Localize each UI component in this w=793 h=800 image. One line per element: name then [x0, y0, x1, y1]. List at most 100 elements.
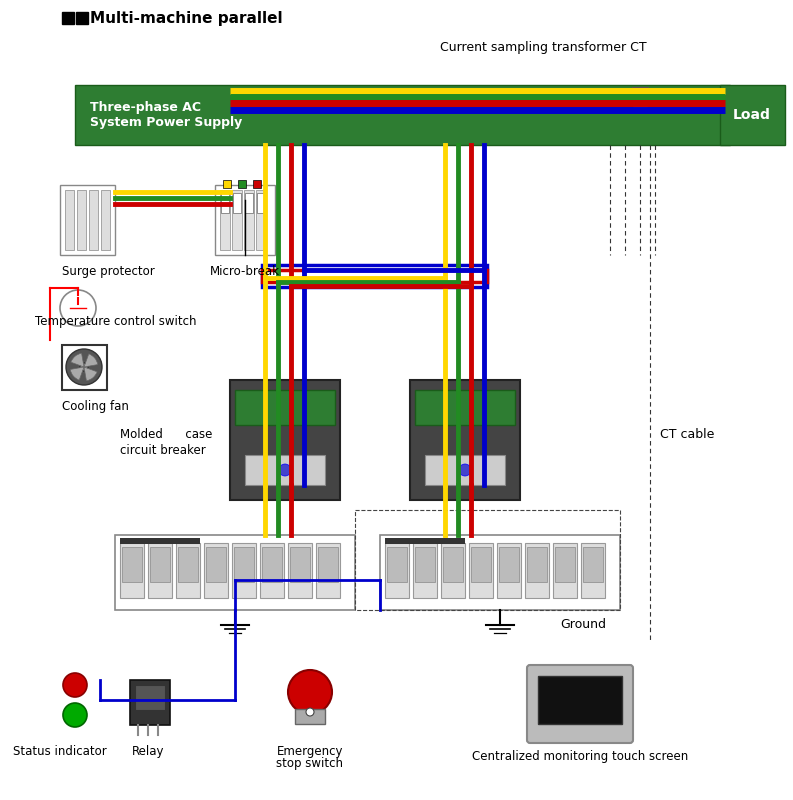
- Bar: [223, 180, 231, 188]
- Bar: [232, 190, 242, 250]
- Bar: [262, 265, 487, 287]
- Bar: [233, 193, 241, 213]
- Circle shape: [63, 673, 87, 697]
- Text: Load: Load: [733, 108, 771, 122]
- Bar: [290, 547, 310, 582]
- Text: stop switch: stop switch: [277, 757, 343, 770]
- Bar: [215, 185, 275, 255]
- Bar: [77, 190, 86, 250]
- Bar: [234, 547, 254, 582]
- Bar: [232, 543, 256, 598]
- Bar: [120, 543, 144, 598]
- Bar: [632, 94, 648, 103]
- Text: Temperature control switch: Temperature control switch: [35, 315, 197, 328]
- Circle shape: [306, 708, 314, 716]
- Text: Centralized monitoring touch screen: Centralized monitoring touch screen: [472, 750, 688, 763]
- Text: circuit breaker: circuit breaker: [120, 443, 205, 457]
- Bar: [583, 547, 603, 582]
- FancyBboxPatch shape: [527, 665, 633, 743]
- Text: Current sampling transformer CT: Current sampling transformer CT: [440, 42, 646, 54]
- Text: Multi-machine parallel: Multi-machine parallel: [90, 11, 282, 26]
- Wedge shape: [71, 367, 84, 380]
- Bar: [499, 547, 519, 582]
- Bar: [206, 547, 226, 582]
- Text: Ground: Ground: [560, 618, 606, 631]
- Bar: [525, 543, 549, 598]
- Text: Emergency: Emergency: [277, 745, 343, 758]
- Bar: [413, 543, 437, 598]
- Bar: [415, 390, 515, 425]
- Bar: [62, 345, 107, 390]
- Bar: [130, 680, 170, 725]
- Wedge shape: [84, 367, 98, 381]
- Circle shape: [63, 703, 87, 727]
- Bar: [253, 180, 261, 188]
- Bar: [553, 543, 577, 598]
- Bar: [235, 390, 335, 425]
- Bar: [245, 193, 253, 213]
- Bar: [720, 85, 785, 145]
- Bar: [220, 190, 230, 250]
- Text: Cooling fan: Cooling fan: [62, 400, 129, 413]
- Bar: [443, 547, 463, 582]
- Bar: [65, 190, 74, 250]
- Text: Three-phase AC
System Power Supply: Three-phase AC System Power Supply: [90, 101, 242, 129]
- Circle shape: [288, 670, 332, 714]
- Bar: [387, 547, 407, 582]
- Bar: [555, 547, 575, 582]
- Bar: [122, 547, 142, 582]
- Bar: [262, 270, 487, 282]
- Bar: [244, 190, 254, 250]
- Bar: [256, 190, 266, 250]
- Bar: [148, 543, 172, 598]
- Bar: [230, 380, 340, 500]
- Bar: [632, 87, 648, 96]
- Bar: [581, 543, 605, 598]
- Bar: [385, 543, 409, 598]
- Bar: [75, 85, 730, 145]
- Bar: [245, 455, 325, 485]
- Text: Status indicator: Status indicator: [13, 745, 107, 758]
- Bar: [260, 543, 284, 598]
- Bar: [89, 190, 98, 250]
- Bar: [410, 380, 520, 500]
- Bar: [632, 102, 648, 111]
- Bar: [316, 543, 340, 598]
- Bar: [257, 193, 265, 213]
- Bar: [385, 538, 465, 544]
- Bar: [101, 190, 110, 250]
- Circle shape: [459, 464, 471, 476]
- Circle shape: [66, 349, 102, 385]
- Bar: [425, 455, 505, 485]
- Bar: [469, 543, 493, 598]
- Bar: [288, 543, 312, 598]
- Circle shape: [279, 464, 291, 476]
- Bar: [538, 676, 622, 724]
- Bar: [60, 185, 115, 255]
- Bar: [150, 547, 170, 582]
- Bar: [135, 685, 165, 710]
- Bar: [471, 547, 491, 582]
- Wedge shape: [71, 354, 84, 367]
- Text: CT cable: CT cable: [660, 429, 714, 442]
- Bar: [176, 543, 200, 598]
- Bar: [415, 547, 435, 582]
- Bar: [355, 510, 620, 610]
- Bar: [318, 547, 338, 582]
- Text: Molded      case: Molded case: [120, 429, 213, 442]
- Wedge shape: [84, 354, 98, 367]
- Bar: [527, 547, 547, 582]
- Bar: [120, 538, 200, 544]
- Bar: [295, 709, 325, 724]
- Bar: [221, 193, 229, 213]
- Bar: [262, 547, 282, 582]
- Bar: [380, 535, 620, 610]
- Bar: [115, 535, 355, 610]
- Bar: [178, 547, 198, 582]
- Circle shape: [60, 290, 96, 326]
- Bar: [497, 543, 521, 598]
- Text: Micro-break: Micro-break: [210, 265, 280, 278]
- Text: Relay: Relay: [132, 745, 164, 758]
- Bar: [204, 543, 228, 598]
- Bar: [238, 180, 246, 188]
